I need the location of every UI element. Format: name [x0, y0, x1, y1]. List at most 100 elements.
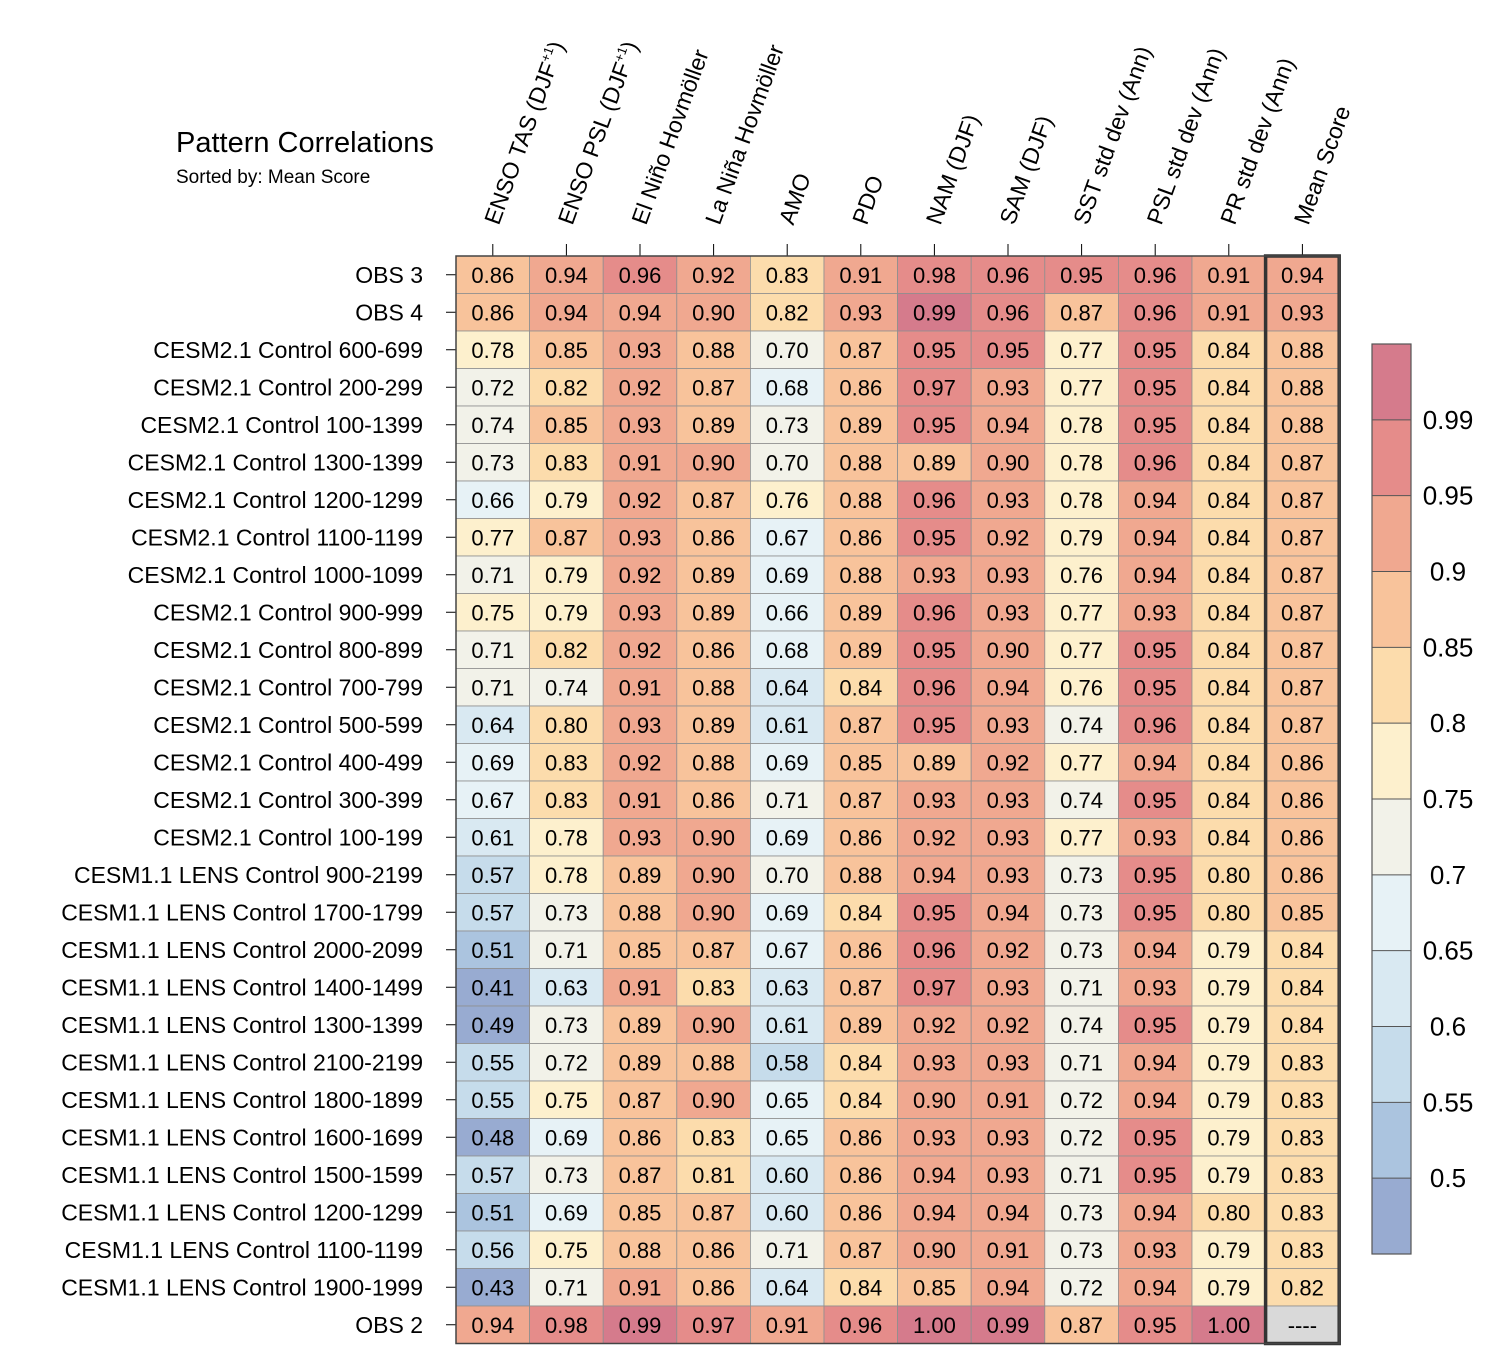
heatmap-cell	[529, 555, 604, 594]
cell-value: 0.77	[1060, 825, 1103, 850]
cell-value: 0.94	[987, 1275, 1030, 1300]
cell-value: 0.96	[1134, 450, 1177, 475]
heatmap-cell	[676, 1155, 751, 1194]
cell-value: 0.91	[766, 1313, 809, 1338]
heatmap-cell	[455, 293, 530, 332]
heatmap-cell	[602, 293, 678, 332]
cell-value: 0.93	[913, 1125, 956, 1150]
heatmap-cell	[1191, 480, 1266, 519]
cell-value: 0.73	[766, 413, 809, 438]
heatmap-cell	[1265, 743, 1340, 782]
cell-value: 0.68	[766, 638, 809, 663]
heatmap-cell	[1191, 1043, 1266, 1082]
heatmap-cell	[823, 1193, 898, 1232]
heatmap-cell	[970, 1080, 1046, 1119]
cell-value: 0.91	[839, 263, 882, 288]
cell-value: 0.88	[839, 450, 882, 475]
cell-value: 0.95	[913, 413, 956, 438]
cell-value: 0.90	[692, 900, 735, 925]
cell-value: 0.76	[766, 488, 809, 513]
cell-value: 0.67	[471, 788, 514, 813]
cell-value: 0.78	[545, 825, 588, 850]
heatmap-cell	[750, 1005, 825, 1044]
heatmap-cell	[750, 293, 825, 332]
heatmap-cell	[602, 855, 678, 894]
cell-value: 0.85	[619, 938, 662, 963]
cell-value: 0.87	[1060, 1313, 1103, 1338]
heatmap-cell	[676, 743, 751, 782]
cell-value: 0.61	[766, 1013, 809, 1038]
cell-value: 0.83	[545, 450, 588, 475]
heatmap-cell	[676, 818, 751, 857]
heatmap-cell	[529, 668, 604, 707]
heatmap-cell	[1191, 1305, 1266, 1344]
cell-value: 0.87	[619, 1088, 662, 1113]
chart-title: Pattern Correlations	[176, 127, 434, 159]
cell-value: 0.95	[913, 525, 956, 550]
cell-value: 0.61	[471, 825, 514, 850]
cell-value: 0.88	[1281, 338, 1324, 363]
heatmap-cell	[1265, 930, 1340, 969]
cell-value: 0.93	[987, 1050, 1030, 1075]
heatmap-cell	[1191, 330, 1266, 369]
heatmap-cell	[1044, 818, 1119, 857]
heatmap-cell	[455, 780, 530, 819]
cell-value: 0.94	[987, 900, 1030, 925]
colorbar-swatch	[1372, 495, 1411, 572]
row-label: CESM1.1 LENS Control 1600-1699	[61, 1124, 423, 1150]
cell-value: 0.96	[987, 300, 1030, 325]
cell-value: 0.93	[1134, 825, 1177, 850]
row-label: CESM1.1 LENS Control 1400-1499	[61, 974, 423, 1000]
heatmap-cell	[970, 668, 1046, 707]
cell-value: 0.71	[766, 788, 809, 813]
heatmap-cell	[823, 780, 898, 819]
heatmap-cell	[897, 930, 972, 969]
column-label: PDO	[847, 172, 888, 228]
colorbar-label: 0.85	[1423, 632, 1474, 662]
title-block: Pattern Correlations Sorted by: Mean Sco…	[176, 126, 434, 190]
cell-value: 0.96	[1134, 263, 1177, 288]
cell-value: 0.94	[1134, 488, 1177, 513]
cell-value: 0.93	[1281, 300, 1324, 325]
cell-value: 0.88	[839, 863, 882, 888]
heatmap-cell	[1265, 818, 1340, 857]
cell-value: 0.87	[1060, 300, 1103, 325]
cell-value: 0.66	[471, 488, 514, 513]
heatmap-cell	[970, 705, 1046, 744]
row-label: CESM2.1 Control 400-499	[153, 749, 423, 775]
heatmap-cell	[676, 1268, 751, 1307]
cell-value: 0.93	[987, 825, 1030, 850]
heatmap-cell	[970, 593, 1046, 632]
cell-value: 0.87	[839, 1238, 882, 1263]
colorbar-label: 0.9	[1430, 557, 1466, 587]
cell-value: 0.79	[545, 563, 588, 588]
heatmap-cell	[1118, 1193, 1193, 1232]
cell-value: 0.84	[1281, 1013, 1324, 1038]
heatmap-cell	[602, 968, 678, 1007]
heatmap-cell	[529, 405, 604, 444]
heatmap-cell	[1044, 443, 1119, 482]
cell-value: 0.93	[619, 713, 662, 738]
cell-value: 0.41	[471, 975, 514, 1000]
cell-value: 0.91	[619, 788, 662, 813]
cell-value: 0.88	[692, 338, 735, 363]
cell-value: 0.99	[987, 1313, 1030, 1338]
heatmap-cell	[676, 1118, 751, 1157]
heatmap-cell	[750, 555, 825, 594]
cell-value: 0.95	[1134, 338, 1177, 363]
heatmap-cell	[1191, 855, 1266, 894]
cell-value: 0.94	[913, 1163, 956, 1188]
cell-value: 0.95	[1134, 375, 1177, 400]
heatmap-cell	[455, 480, 530, 519]
cell-value: 0.80	[1207, 863, 1250, 888]
cell-value: 0.87	[1281, 675, 1324, 700]
cell-value: 0.84	[839, 1088, 882, 1113]
heatmap-cell	[529, 330, 604, 369]
cell-value: 0.98	[545, 1313, 588, 1338]
heatmap-cell	[602, 330, 678, 369]
row-label: CESM2.1 Control 1300-1399	[128, 449, 423, 475]
heatmap-cell	[1044, 743, 1119, 782]
row-label: OBS 3	[355, 262, 423, 288]
heatmap-cell	[970, 368, 1046, 407]
colorbar-label: 0.99	[1423, 405, 1474, 435]
